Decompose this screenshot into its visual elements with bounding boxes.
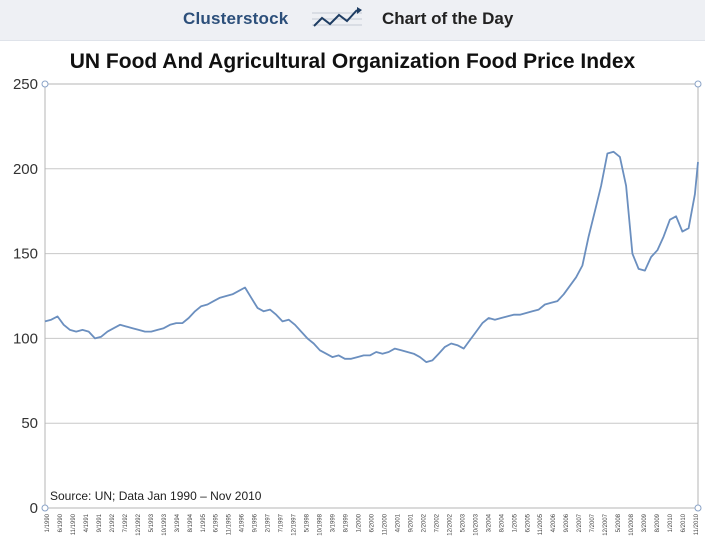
x-tick-label: 8/2004 [499, 513, 505, 532]
x-tick-label: 3/1994 [175, 513, 181, 532]
x-tick-label: 3/2004 [486, 513, 492, 532]
plot-frame [44, 83, 699, 509]
x-tick-label: 9/2001 [408, 513, 414, 532]
x-tick-label: 2/1992 [110, 513, 116, 532]
x-tick-label: 9/2006 [564, 513, 570, 532]
x-tick-label: 12/1997 [292, 513, 298, 535]
header-banner: Clusterstock Chart of the Day [0, 0, 705, 41]
x-tick-label: 7/1992 [123, 513, 129, 532]
x-tick-label: 11/1995 [227, 513, 233, 535]
x-tick-label: 1/1995 [201, 513, 207, 532]
x-tick-label: 10/2008 [629, 513, 635, 535]
x-tick-label: 1/2010 [668, 513, 674, 532]
x-axis-ticks: 1/1990 6/1990 11/1990 4/1991 9/1991 2/1992 7/1… [45, 513, 700, 535]
x-tick-label: 9/1996 [253, 513, 259, 532]
corner-marker [41, 504, 49, 512]
y-tick-label: 0 [30, 500, 38, 517]
grid-lines [41, 80, 702, 512]
x-tick-label: 5/2008 [616, 513, 622, 532]
chart-title: UN Food And Agricultural Organization Fo… [69, 50, 636, 73]
x-tick-label: 11/1990 [71, 513, 77, 535]
source-annotation: Source: UN; Data Jan 1990 – Nov 2010 [50, 489, 262, 503]
x-tick-label: 7/2007 [590, 513, 596, 532]
x-tick-label: 4/1996 [240, 513, 246, 532]
x-tick-label: 11/2010 [694, 513, 700, 535]
x-tick-label: 4/2006 [551, 513, 557, 532]
x-tick-label: 11/2000 [382, 513, 388, 535]
x-tick-label: 4/2001 [395, 513, 401, 532]
x-tick-label: 2/2007 [577, 513, 583, 532]
x-tick-label: 6/2000 [370, 513, 376, 532]
rising-line-chart-icon [312, 7, 362, 27]
x-tick-label: 1/1990 [45, 513, 51, 532]
x-tick-label: 1/2005 [512, 513, 518, 532]
x-tick-label: 10/2003 [473, 513, 479, 535]
y-tick-label: 150 [13, 246, 38, 263]
y-tick-label: 100 [13, 330, 38, 347]
x-tick-label: 5/1998 [305, 513, 311, 532]
x-tick-label: 2/2002 [421, 513, 427, 532]
x-tick-label: 6/2010 [681, 513, 687, 532]
x-tick-label: 10/1993 [162, 513, 168, 535]
x-tick-label: 10/1998 [318, 513, 324, 535]
chart-of-the-day-label: Chart of the Day [382, 9, 514, 28]
x-tick-label: 4/1991 [84, 513, 90, 532]
y-axis-ticks: 0 50 100 150 200 250 [13, 76, 38, 517]
x-tick-label: 5/1993 [149, 513, 155, 532]
x-tick-label: 8/1999 [344, 513, 350, 532]
x-tick-label: 8/1994 [188, 513, 194, 532]
corner-marker [41, 80, 49, 88]
x-tick-label: 2/1997 [266, 513, 272, 532]
x-tick-label: 5/2003 [460, 513, 466, 532]
brand-name[interactable]: Clusterstock [183, 9, 289, 28]
corner-marker [694, 80, 702, 88]
x-tick-label: 6/1990 [58, 513, 64, 532]
x-tick-label: 12/1992 [136, 513, 142, 535]
x-tick-label: 1/2000 [357, 513, 363, 532]
x-tick-label: 6/1995 [214, 513, 220, 532]
x-tick-label: 7/1997 [279, 513, 285, 532]
x-tick-label: 11/2005 [538, 513, 544, 535]
x-tick-label: 9/1991 [97, 513, 103, 532]
x-tick-label: 8/2009 [655, 513, 661, 532]
corner-marker [694, 504, 702, 512]
x-tick-label: 7/2002 [434, 513, 440, 532]
x-tick-label: 3/2009 [642, 513, 648, 532]
x-tick-label: 6/2005 [525, 513, 531, 532]
y-tick-label: 250 [13, 76, 38, 93]
y-tick-label: 200 [13, 161, 38, 178]
y-tick-label: 50 [21, 415, 38, 432]
series-line [44, 150, 699, 363]
x-tick-label: 3/1999 [331, 513, 337, 532]
x-tick-label: 12/2007 [603, 513, 609, 535]
x-tick-label: 12/2002 [447, 513, 453, 535]
